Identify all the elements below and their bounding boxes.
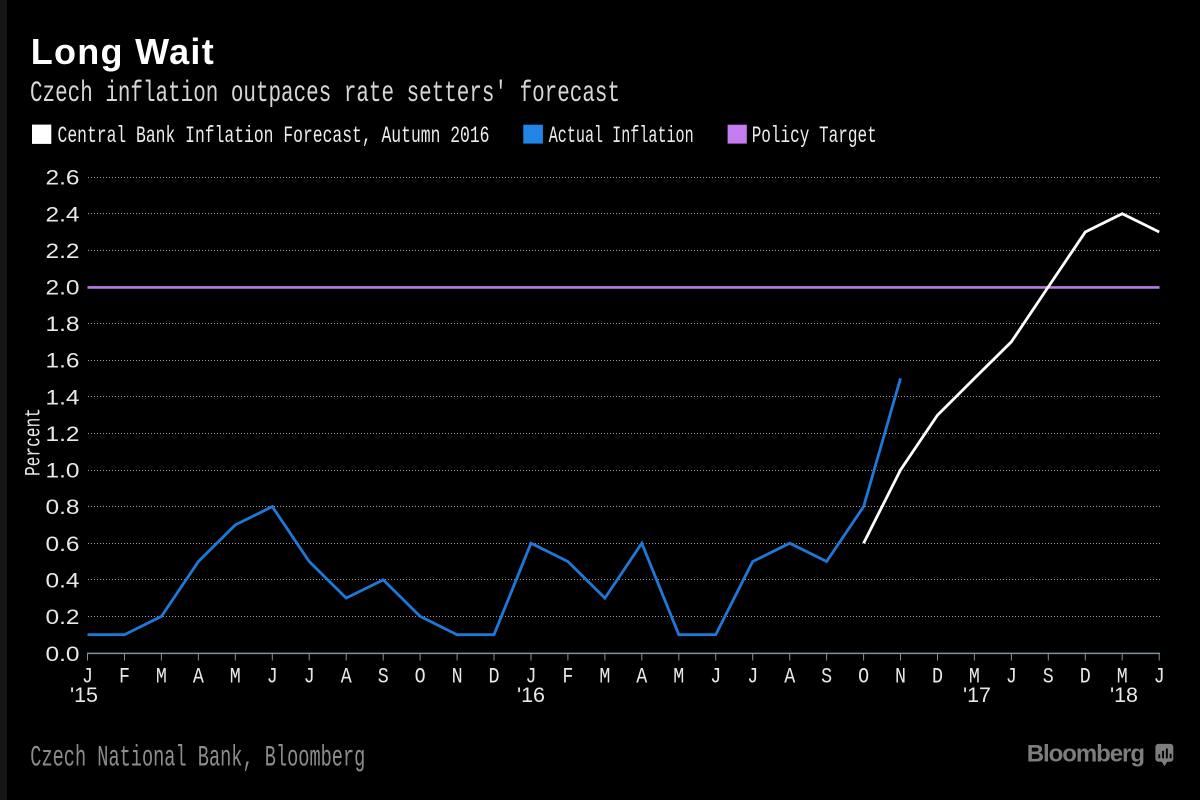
svg-text:Central Bank Inflation Forecas: Central Bank Inflation Forecast, Autumn …	[58, 123, 490, 149]
svg-text:M: M	[673, 665, 684, 690]
svg-text:'17: '17	[963, 684, 991, 707]
svg-text:'18: '18	[1110, 684, 1138, 707]
svg-text:Czech inflation outpaces rate: Czech inflation outpaces rate setters' f…	[30, 76, 620, 110]
svg-text:O: O	[858, 665, 869, 690]
svg-text:M: M	[156, 665, 167, 690]
svg-text:D: D	[932, 665, 943, 690]
svg-text:0.6: 0.6	[46, 533, 80, 556]
svg-text:J: J	[82, 665, 93, 690]
svg-text:1.4: 1.4	[46, 386, 80, 409]
svg-text:0.0: 0.0	[46, 643, 80, 666]
svg-text:D: D	[489, 665, 500, 690]
svg-text:S: S	[378, 665, 389, 690]
svg-text:A: A	[341, 665, 353, 690]
svg-text:N: N	[452, 665, 463, 690]
svg-text:J: J	[267, 665, 278, 690]
svg-text:2.0: 2.0	[46, 277, 80, 300]
svg-text:2.6: 2.6	[46, 167, 80, 190]
svg-text:1.8: 1.8	[46, 313, 80, 336]
svg-text:'15: '15	[70, 684, 98, 707]
svg-text:1.6: 1.6	[46, 350, 80, 373]
svg-text:S: S	[821, 665, 832, 690]
svg-text:M: M	[230, 665, 241, 690]
svg-text:Actual Inflation: Actual Inflation	[549, 123, 694, 149]
svg-text:1.2: 1.2	[46, 423, 80, 446]
svg-text:J: J	[526, 665, 537, 690]
svg-text:J: J	[1006, 665, 1017, 690]
svg-text:Long Wait: Long Wait	[31, 31, 214, 72]
svg-text:'16: '16	[517, 684, 545, 707]
svg-text:J: J	[747, 665, 758, 690]
svg-text:S: S	[1043, 665, 1054, 690]
svg-text:Czech National Bank, Bloomberg: Czech National Bank, Bloomberg	[30, 741, 365, 775]
svg-text:0.2: 0.2	[46, 606, 80, 629]
svg-text:Percent: Percent	[22, 408, 47, 476]
svg-text:A: A	[784, 665, 796, 690]
svg-text:O: O	[415, 665, 426, 690]
svg-text:Policy Target: Policy Target	[752, 123, 877, 149]
svg-text:N: N	[895, 665, 906, 690]
svg-text:M: M	[969, 665, 980, 690]
svg-text:F: F	[562, 665, 573, 690]
svg-text:M: M	[599, 665, 610, 690]
svg-text:A: A	[636, 665, 648, 690]
svg-text:A: A	[193, 665, 205, 690]
svg-text:0.4: 0.4	[46, 569, 80, 592]
svg-text:J: J	[1154, 665, 1165, 690]
svg-text:M: M	[1117, 665, 1128, 690]
svg-text:F: F	[119, 665, 130, 690]
svg-text:Bloomberg: Bloomberg	[1027, 741, 1145, 768]
svg-text:0.8: 0.8	[46, 496, 80, 519]
svg-text:D: D	[1080, 665, 1091, 690]
svg-text:2.4: 2.4	[46, 203, 80, 226]
svg-text:2.2: 2.2	[46, 240, 80, 263]
svg-text:J: J	[710, 665, 721, 690]
svg-text:1.0: 1.0	[46, 460, 80, 483]
svg-text:J: J	[304, 665, 315, 690]
